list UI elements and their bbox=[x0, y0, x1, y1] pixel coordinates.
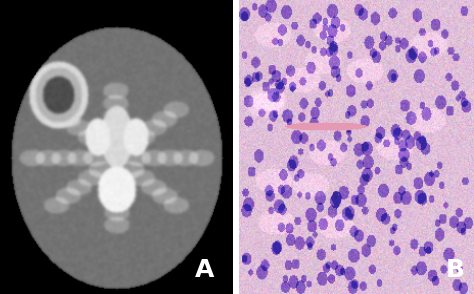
Text: A: A bbox=[195, 258, 214, 282]
Text: B: B bbox=[446, 258, 465, 282]
